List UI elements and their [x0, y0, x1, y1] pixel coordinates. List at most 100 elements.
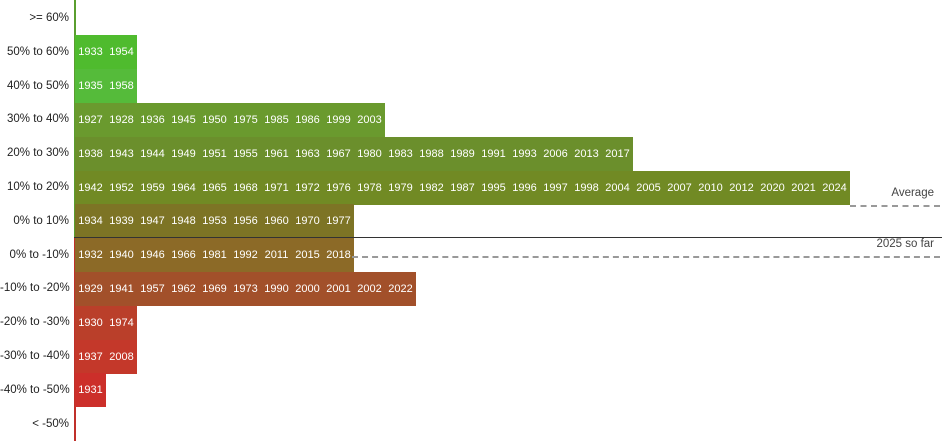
year-label: 2024 [822, 181, 847, 194]
year-label: 1936 [140, 113, 165, 126]
reference-line [352, 255, 940, 258]
year-label: 1983 [388, 147, 413, 160]
year-label: 1939 [109, 215, 134, 228]
year-label: 1944 [140, 147, 165, 160]
category-label: >= 60% [29, 12, 69, 24]
year-label: 1949 [171, 147, 196, 160]
year-label: 1961 [264, 147, 289, 160]
year-label: 1989 [450, 147, 475, 160]
year-label: 1934 [78, 215, 103, 228]
year-label: 1969 [202, 282, 227, 295]
year-label: 1950 [202, 113, 227, 126]
category-label: -30% to -40% [0, 350, 70, 362]
year-label: 2013 [574, 147, 599, 160]
category-label: 0% to -10% [9, 248, 69, 261]
year-label: 1953 [202, 215, 227, 228]
year-label: 2003 [357, 113, 382, 126]
year-label: 1985 [264, 113, 289, 126]
year-label: 1974 [109, 316, 134, 329]
year-label: 1981 [202, 249, 227, 262]
year-label: 1999 [326, 113, 351, 126]
year-label: 2016 [450, 215, 475, 228]
bar [75, 305, 137, 340]
y-axis-line [74, 0, 76, 238]
year-label: 1960 [264, 215, 289, 228]
year-label: 1970 [295, 215, 320, 228]
year-label: 1942 [78, 181, 103, 194]
year-label: 2022 [388, 282, 413, 295]
bar [75, 373, 106, 408]
bar [75, 69, 137, 104]
year-label: 2011 [264, 249, 289, 262]
year-label: 1956 [233, 215, 258, 228]
year-label: 1945 [171, 113, 196, 126]
year-label: 1995 [481, 181, 506, 194]
bar [75, 136, 633, 171]
year-label: 1954 [109, 46, 134, 59]
year-label: 1990 [264, 282, 289, 295]
year-label: 1932 [78, 249, 103, 262]
reference-label: Average [891, 186, 934, 199]
year-label: 1929 [78, 282, 103, 295]
year-label: 1984 [357, 215, 382, 228]
year-label: 2004 [605, 181, 630, 194]
year-label: 2021 [791, 181, 816, 194]
year-label: 1986 [295, 113, 320, 126]
category-label: < -50% [32, 417, 69, 430]
year-label: 1967 [326, 147, 351, 160]
year-label: 1952 [109, 181, 134, 194]
category-label: 40% to 50% [6, 79, 69, 92]
year-label: 2005 [636, 181, 661, 194]
reference-line [850, 204, 940, 207]
bar [75, 271, 416, 306]
year-label: 1930 [78, 316, 103, 329]
year-label: 1938 [78, 147, 103, 160]
year-label: 1994 [388, 215, 413, 228]
category-label: -10% to -20% [0, 282, 70, 295]
year-label: 2010 [698, 181, 723, 194]
year-label: 1951 [202, 147, 227, 160]
year-label: 1980 [357, 147, 382, 160]
year-label: 1971 [264, 181, 289, 194]
year-label: 2019 [636, 147, 661, 160]
year-label: 1927 [78, 113, 103, 126]
year-label: 1959 [140, 181, 165, 194]
year-label: 1996 [512, 181, 537, 194]
year-label: 1940 [109, 249, 134, 262]
year-label: 1957 [140, 282, 165, 295]
reference-label: 2025 so far [876, 237, 934, 250]
year-label: 2018 [326, 249, 351, 262]
bar [75, 102, 385, 137]
category-label: -40% to -50% [0, 383, 70, 396]
year-label: 1943 [109, 147, 134, 160]
year-label: 1975 [233, 113, 258, 126]
bar [75, 204, 354, 239]
zero-line [74, 236, 942, 239]
year-label: 1979 [388, 181, 413, 194]
year-label: 1962 [171, 282, 196, 295]
year-label: 1997 [543, 181, 568, 194]
bar [75, 339, 137, 374]
year-label: 1973 [233, 282, 258, 295]
year-label: 1976 [326, 181, 351, 194]
bar [75, 238, 354, 273]
category-label: 0% to 10% [13, 214, 69, 227]
year-label: 1947 [140, 215, 165, 228]
year-label: 1963 [295, 147, 320, 160]
year-label: 1987 [450, 181, 475, 194]
year-label: 1948 [171, 215, 196, 228]
year-label: 1964 [171, 181, 196, 194]
category-label: 50% to 60% [6, 45, 69, 58]
year-label: 2014 [419, 215, 444, 228]
year-label: 1978 [357, 181, 382, 194]
year-label: 1972 [295, 181, 320, 194]
year-label: 1992 [233, 249, 258, 262]
year-label: 2023 [667, 147, 692, 160]
year-label: 1946 [140, 249, 165, 262]
year-label: 2006 [543, 147, 568, 160]
year-label: 2001 [326, 282, 351, 295]
category-label: -20% to -30% [0, 316, 70, 329]
year-label: 1941 [109, 282, 134, 295]
year-label: 2008 [109, 350, 134, 363]
